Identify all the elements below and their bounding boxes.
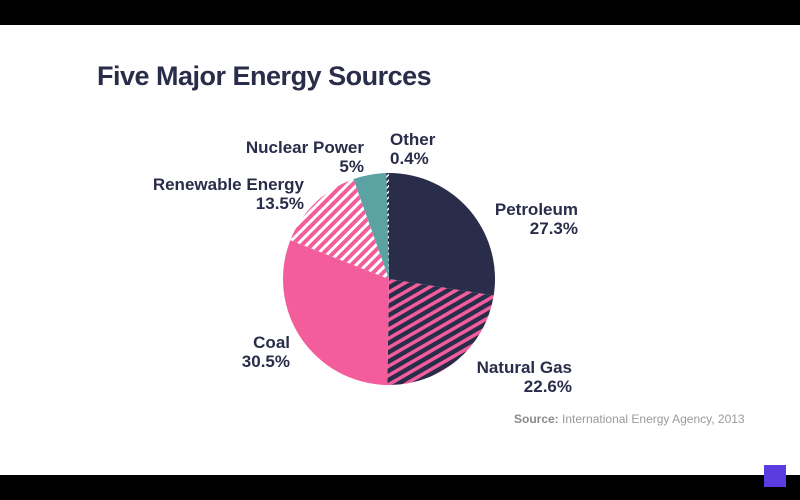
slice-name-label: Renewable Energy — [153, 175, 305, 194]
slice-renewable-energy — [290, 179, 389, 279]
slice-value-label: 30.5% — [242, 352, 290, 371]
slice-other — [386, 173, 389, 279]
slice-value-label: 0.4% — [390, 149, 429, 168]
source-note: Source: International Energy Agency, 201… — [514, 412, 745, 426]
slice-value-label: 13.5% — [256, 194, 304, 213]
slice-name-label: Coal — [253, 333, 290, 352]
slice-value-label: 5% — [339, 157, 364, 176]
slice-value-label: 27.3% — [530, 219, 578, 238]
slice-name-label: Nuclear Power — [246, 138, 364, 157]
slice-nuclear-power — [353, 173, 389, 279]
source-text: International Energy Agency, 2013 — [562, 412, 745, 426]
slice-name-label: Natural Gas — [477, 358, 572, 377]
slice-natural-gas — [387, 279, 494, 385]
source-label: Source: — [514, 412, 559, 426]
slide: Five Major Energy Sources Petroleum 27.3%… — [0, 25, 800, 487]
slice-name-label: Other — [390, 130, 436, 149]
slice-value-label: 22.6% — [524, 377, 572, 396]
slice-coal — [283, 240, 389, 385]
chart-title: Five Major Energy Sources — [97, 61, 432, 91]
bloomberg-logo — [764, 465, 786, 487]
slice-name-label: Petroleum — [495, 200, 578, 219]
slice-petroleum — [389, 173, 495, 296]
